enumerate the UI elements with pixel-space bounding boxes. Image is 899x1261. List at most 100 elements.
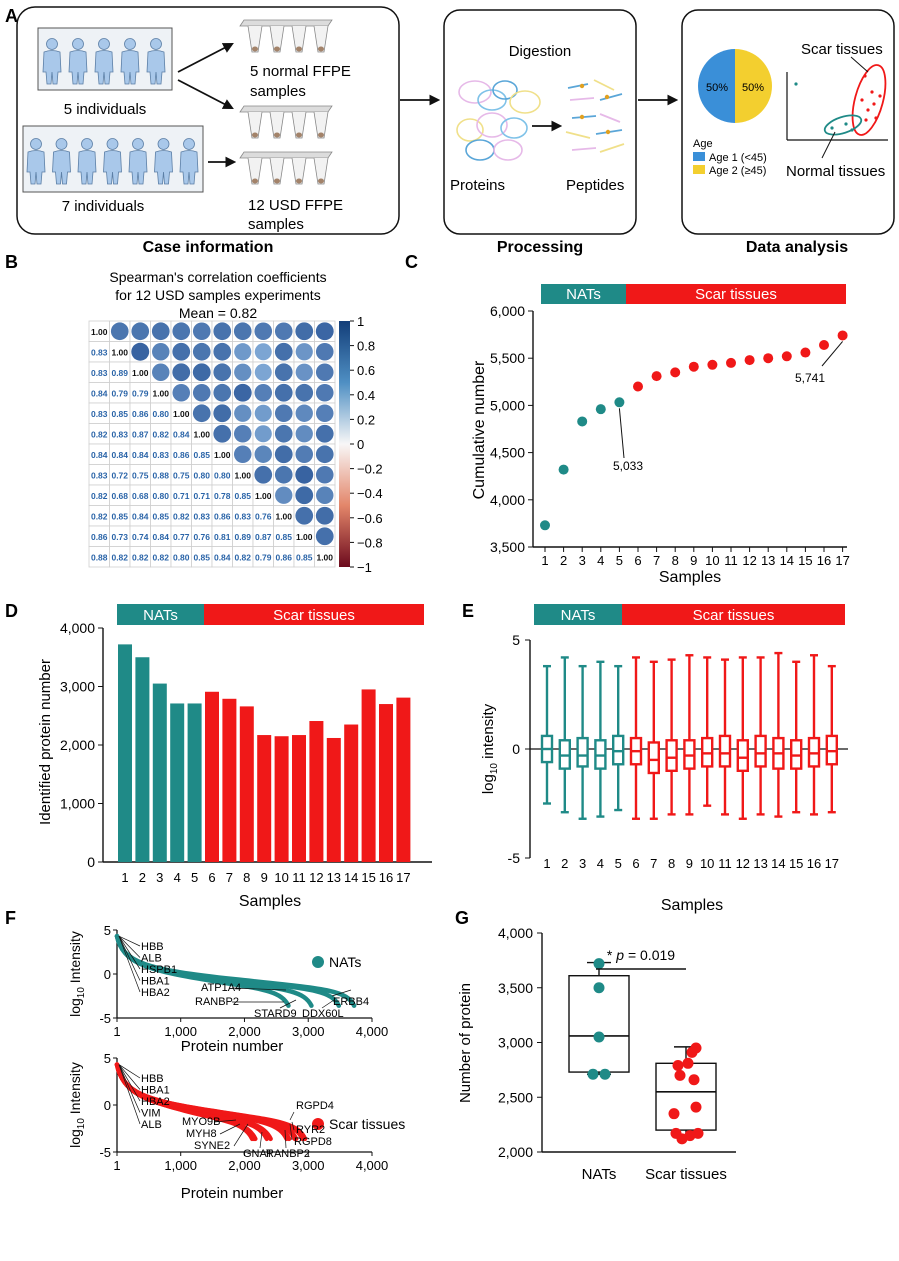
corr-value: 0.80: [214, 470, 231, 480]
corr-value: 1.00: [111, 347, 128, 357]
corr-circle: [172, 342, 191, 361]
protein-bar: [274, 736, 289, 862]
y-tick-label: 6,000: [490, 303, 525, 319]
x-tick-label: 13: [753, 856, 767, 871]
label-leader: [118, 935, 141, 970]
x-tick-label: 1: [113, 1024, 120, 1039]
group2-label: 7 individuals: [62, 198, 145, 215]
corr-circle: [275, 486, 293, 504]
x-tick-label: 17: [396, 870, 410, 885]
y-tick-label: 4,000: [60, 620, 95, 636]
cumulative-point: [707, 359, 718, 370]
corr-value: 0.82: [111, 552, 128, 562]
x-tick-label: 3,000: [292, 1024, 325, 1039]
corr-value: 0.73: [111, 532, 128, 542]
x-tick-label: 13: [327, 870, 341, 885]
cumulative-point: [595, 404, 606, 415]
corr-circle: [192, 322, 211, 341]
corr-value: 0.85: [111, 409, 128, 419]
data-analysis-box: [681, 9, 895, 235]
colorbar-tick-label: 1: [357, 314, 364, 329]
peptides-label: Peptides: [566, 177, 624, 194]
label-leader: [118, 935, 141, 958]
protein-bar: [239, 706, 254, 862]
cumulative-point: [744, 355, 755, 366]
top-protein-label: HSPB1: [141, 964, 177, 976]
corr-value: 0.84: [173, 429, 190, 439]
corr-value: 0.84: [132, 511, 149, 521]
corr-value: 0.72: [111, 470, 128, 480]
corr-value: 0.80: [193, 470, 210, 480]
nats-bar: [117, 604, 204, 625]
corr-value: 0.85: [234, 491, 251, 501]
corr-value: 0.84: [152, 532, 169, 542]
corr-value: 1.00: [91, 327, 108, 337]
label-leader: [118, 1064, 141, 1079]
x-tick-label: 5: [616, 553, 623, 568]
sig-value: = 0.019: [624, 947, 675, 963]
annotation-5741: 5,741: [795, 371, 825, 385]
corr-circle: [131, 322, 150, 341]
corr-circle: [110, 322, 129, 341]
x-tick-label: 8: [668, 856, 675, 871]
x-tick-label: 3,000: [292, 1158, 325, 1173]
top-protein-label: HBB: [141, 1073, 164, 1085]
corr-circle: [274, 342, 293, 361]
corr-circle: [213, 383, 232, 402]
age1-swatch: [693, 152, 705, 161]
x-tick-label: 15: [361, 870, 375, 885]
corr-value: 0.75: [132, 470, 149, 480]
y-tick-label: 0: [87, 854, 95, 870]
corr-circle: [274, 424, 293, 443]
y-tick-label: 0: [512, 741, 520, 757]
iqr-box: [736, 739, 749, 773]
panel-label-a: A: [5, 6, 18, 26]
corr-circle: [192, 404, 211, 423]
corr-value: 0.78: [214, 491, 231, 501]
corr-circle: [315, 383, 334, 402]
top-protein-label: HBB: [141, 941, 164, 953]
label-leader: [118, 936, 141, 981]
iqr-box: [665, 739, 678, 773]
y-tick-label: 2,000: [498, 1144, 533, 1160]
scar-intensity-curves: 5 0 -51 1,000 2,000 3,000 4,000 Scar tissues HBB…: [67, 1051, 405, 1202]
corr-circle: [315, 342, 334, 361]
y-axis-label: Number of protein: [457, 983, 474, 1103]
proteins-label: Proteins: [450, 177, 505, 194]
protein-bar: [257, 735, 272, 862]
normal-samples-line2: samples: [250, 83, 306, 100]
corr-value: 0.83: [111, 429, 128, 439]
corr-value: 0.84: [111, 450, 128, 460]
normal-tissues-label: Normal tissues: [786, 163, 885, 180]
legend-label: NATs: [329, 954, 361, 970]
group1-label: 5 individuals: [64, 101, 147, 118]
corr-circle: [315, 506, 334, 525]
protein-bar: [222, 698, 237, 862]
corr-value: 0.82: [152, 429, 169, 439]
corr-value: 0.79: [132, 388, 149, 398]
cumulative-point: [651, 371, 662, 382]
y-tick-label: 4,000: [498, 925, 533, 941]
corr-circle: [315, 363, 334, 382]
iqr-box: [718, 734, 732, 768]
x-axis-label: Samples: [661, 897, 723, 914]
corr-value: 0.82: [132, 552, 149, 562]
top-protein-label: ALB: [141, 953, 162, 965]
corr-value: 0.83: [91, 409, 108, 419]
corr-value: 0.80: [173, 552, 190, 562]
colorbar-ticks: 1 0.8 0.6 0.4 0.2 0 −0.2 −0.4 −0.6 −0.8 −1: [350, 314, 383, 575]
x-tick-label: 1: [113, 1158, 120, 1173]
corr-circle: [233, 322, 252, 341]
corr-value: 0.82: [152, 552, 169, 562]
label-leader: [289, 1123, 293, 1141]
pie-slice-age1: [698, 49, 735, 123]
corr-title-1: Spearman's correlation coefficients: [109, 269, 326, 285]
corr-value: 0.82: [91, 429, 108, 439]
y-tick-label: 0: [104, 1098, 111, 1113]
corr-circle: [233, 383, 252, 402]
y-tick-label: 1,000: [60, 796, 95, 812]
scar-bar-label: Scar tissues: [273, 607, 355, 624]
x-tick-label: 5: [615, 856, 622, 871]
corr-circle: [131, 342, 150, 361]
